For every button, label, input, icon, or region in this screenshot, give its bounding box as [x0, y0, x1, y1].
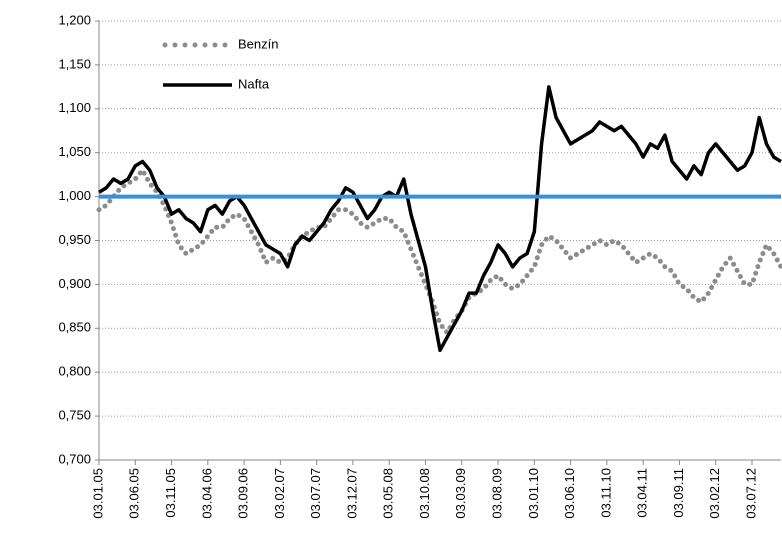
line-series [98, 85, 782, 352]
y-tick-label: 1,150 [58, 56, 91, 71]
y-tick-label: 1,050 [58, 144, 91, 159]
y-tick-label: 1,000 [58, 188, 91, 203]
x-tick-label: 03.04.11 [635, 468, 650, 518]
x-tick-label: 03.06.05 [127, 468, 142, 519]
legend-label: Nafta [238, 76, 270, 91]
line-series [96, 165, 782, 338]
legend-label: Benzín [238, 36, 278, 51]
x-tick-label: 03.05.08 [381, 468, 396, 519]
x-tick-label: 03.10.08 [417, 468, 432, 519]
x-tick-label: 03.02.07 [272, 468, 287, 519]
y-tick-label: 0,850 [58, 320, 91, 335]
x-tick-label: 03.06.10 [562, 468, 577, 519]
x-tick-label: 03.11.10 [598, 468, 613, 518]
x-tick-label: 03.01.05 [90, 468, 105, 519]
y-tick-label: 0,950 [58, 232, 91, 247]
x-tick-label: 03.01.10 [526, 468, 541, 519]
x-tick-label: 03.08.09 [489, 468, 504, 519]
y-tick-label: 0,700 [58, 451, 91, 466]
x-tick-label: 03.09.06 [236, 468, 251, 519]
x-tick-label: 03.03.09 [453, 468, 468, 519]
x-tick-label: 03.02.12 [707, 468, 722, 519]
x-tick-label: 03.11.05 [163, 468, 178, 518]
y-tick-label: 1,100 [58, 100, 91, 115]
y-tick-label: 0,900 [58, 276, 91, 291]
y-tick-label: 1,200 [58, 12, 91, 27]
x-tick-label: 03.07.07 [308, 468, 323, 519]
x-tick-label: 03.12.07 [344, 468, 359, 519]
x-tick-label: 03.04.06 [199, 468, 214, 519]
y-tick-label: 0,800 [58, 364, 91, 379]
y-tick-label: 0,750 [58, 408, 91, 423]
x-tick-label: 03.09.11 [671, 468, 686, 518]
x-tick-label: 03.07.12 [743, 468, 758, 519]
